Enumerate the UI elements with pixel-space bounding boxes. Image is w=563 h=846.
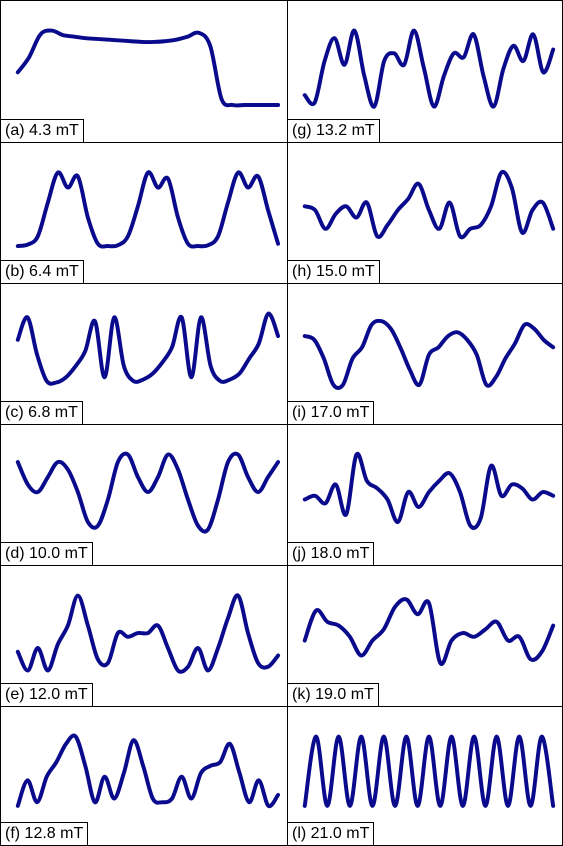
panel-f: (f) 12.8 mT: [0, 706, 288, 846]
panel-i-plot: [302, 318, 556, 390]
panel-c-waveform: [15, 311, 281, 386]
panel-b-waveform: [15, 170, 281, 249]
panel-j-waveform: [302, 451, 556, 530]
panel-a-waveform: [15, 28, 281, 108]
panel-i-waveform: [302, 318, 556, 390]
panel-k-waveform: [302, 597, 556, 667]
panel-b: (b) 6.4 mT: [0, 142, 288, 284]
panel-d-waveform: [15, 451, 281, 534]
panel-h-waveform: [302, 169, 556, 240]
panel-j: (j) 18.0 mT: [287, 424, 563, 566]
panel-a-plot: [15, 28, 281, 108]
panel-h-plot: [302, 169, 556, 240]
panel-b-label: (b) 6.4 mT: [1, 260, 84, 283]
panel-h-label: (h) 15.0 mT: [288, 260, 380, 283]
panel-l: (l) 21.0 mT: [287, 706, 563, 846]
panel-d-label: (d) 10.0 mT: [1, 542, 93, 565]
panel-f-waveform: [15, 733, 281, 809]
panel-g: (g) 13.2 mT: [287, 0, 563, 143]
panel-f-plot: [15, 733, 281, 809]
panel-e-waveform: [15, 593, 281, 674]
panel-k-plot: [302, 597, 556, 667]
panel-e: (e) 12.0 mT: [0, 565, 288, 707]
panel-i-label: (i) 17.0 mT: [288, 401, 375, 424]
panel-j-plot: [302, 451, 556, 530]
panel-d-plot: [15, 451, 281, 534]
panel-c: (c) 6.8 mT: [0, 283, 288, 425]
panel-j-label: (j) 18.0 mT: [288, 542, 375, 565]
panel-h: (h) 15.0 mT: [287, 142, 563, 284]
panel-f-label: (f) 12.8 mT: [1, 822, 89, 845]
panel-i: (i) 17.0 mT: [287, 283, 563, 425]
panel-a-label: (a) 4.3 mT: [1, 119, 84, 142]
panel-e-plot: [15, 593, 281, 674]
panel-l-plot: [302, 734, 556, 808]
panel-l-waveform: [302, 734, 556, 808]
panel-g-label: (g) 13.2 mT: [288, 119, 380, 142]
panel-l-label: (l) 21.0 mT: [288, 822, 375, 845]
panel-k-label: (k) 19.0 mT: [288, 683, 379, 706]
panel-k: (k) 19.0 mT: [287, 565, 563, 707]
panel-b-plot: [15, 170, 281, 249]
panel-a: (a) 4.3 mT: [0, 0, 288, 143]
panel-c-plot: [15, 311, 281, 386]
panel-g-plot: [302, 28, 556, 109]
panel-c-label: (c) 6.8 mT: [1, 401, 83, 424]
panel-g-waveform: [302, 28, 556, 109]
panel-e-label: (e) 12.0 mT: [1, 683, 93, 706]
panel-d: (d) 10.0 mT: [0, 424, 288, 566]
